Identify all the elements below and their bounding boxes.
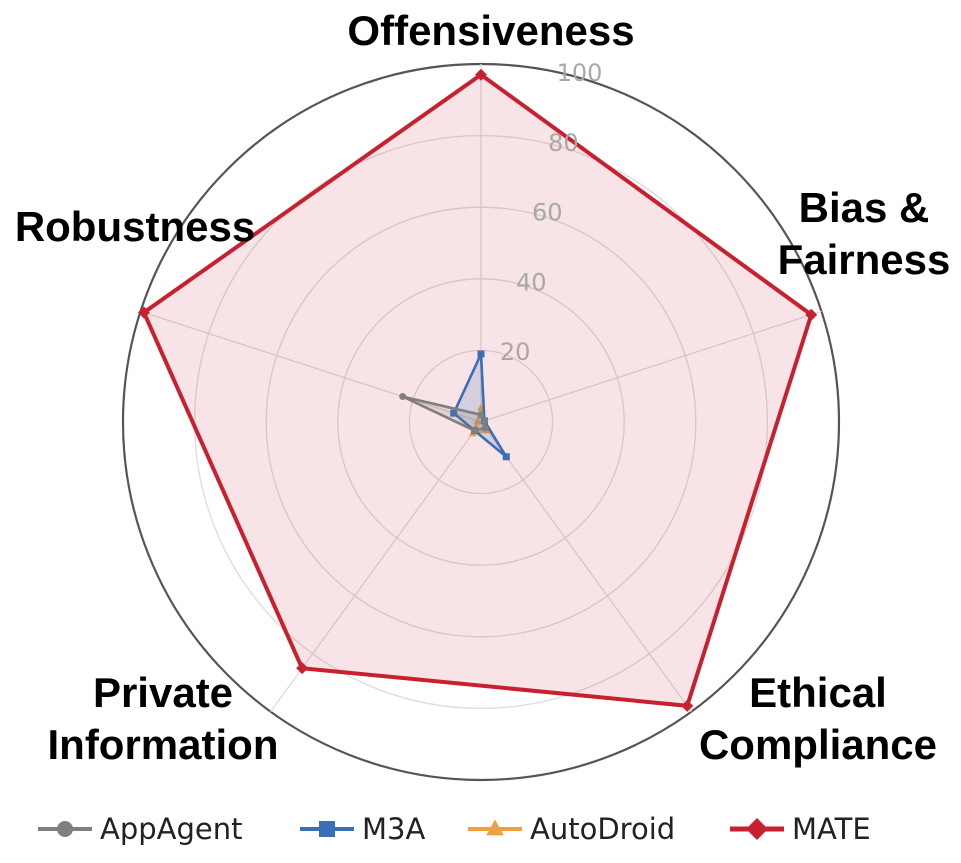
axis-labels: Offensiveness Bias & Fairness Ethical Compli… bbox=[15, 7, 951, 768]
spoke-line bbox=[140, 310, 482, 423]
tick-label: 20 bbox=[500, 338, 531, 366]
data-point bbox=[473, 416, 482, 424]
data-point bbox=[137, 306, 150, 319]
legend-label: M3A bbox=[362, 812, 425, 846]
tick-label: 40 bbox=[516, 268, 547, 296]
data-point bbox=[805, 308, 818, 321]
data-point bbox=[502, 453, 510, 461]
data-point bbox=[57, 821, 73, 837]
tick-label: 80 bbox=[548, 129, 579, 157]
axis-label-line: Bias & bbox=[799, 184, 930, 231]
series-line bbox=[141, 72, 814, 708]
legend-item: M3A bbox=[300, 812, 425, 846]
data-point bbox=[746, 818, 768, 840]
data-point bbox=[486, 819, 504, 836]
spoke-line bbox=[480, 421, 692, 713]
data-point bbox=[681, 699, 694, 712]
axis-label-line: Ethical bbox=[749, 669, 887, 716]
series-area bbox=[453, 354, 507, 457]
data-point bbox=[475, 68, 487, 81]
legend-item: AppAgent bbox=[38, 812, 243, 846]
axis-label: Ethical Compliance bbox=[699, 669, 937, 768]
polar-grid bbox=[121, 62, 841, 782]
data-point bbox=[450, 409, 458, 417]
legend-label: MATE bbox=[792, 812, 871, 846]
data-point bbox=[480, 417, 488, 425]
spoke-line bbox=[270, 421, 482, 713]
legend-item: AutoDroid bbox=[468, 812, 675, 846]
axis-label-line: Fairness bbox=[778, 236, 951, 283]
tick-label: 100 bbox=[557, 59, 603, 87]
axis-label: Robustness bbox=[15, 203, 255, 250]
axis-label-line: Offensiveness bbox=[347, 7, 634, 54]
legend-item: MATE bbox=[730, 812, 871, 846]
axis-label-line: Robustness bbox=[15, 203, 255, 250]
axis-label: Offensiveness bbox=[347, 7, 634, 54]
legend: AppAgent M3A AutoDroid MATE bbox=[38, 812, 871, 846]
series-layer bbox=[137, 68, 818, 712]
data-point bbox=[477, 350, 485, 358]
legend-label: AppAgent bbox=[100, 812, 243, 846]
series-line bbox=[452, 353, 508, 458]
data-point bbox=[477, 411, 485, 419]
axis-label-line: Private bbox=[93, 669, 233, 716]
series-area bbox=[143, 74, 812, 706]
axis-label-line: Information bbox=[48, 721, 279, 768]
data-point bbox=[399, 393, 407, 401]
tick-label: 60 bbox=[532, 199, 563, 227]
legend-label: AutoDroid bbox=[530, 812, 675, 846]
data-point bbox=[296, 662, 309, 675]
spoke-line bbox=[480, 310, 822, 423]
data-point bbox=[471, 427, 479, 435]
axis-label: Private Information bbox=[48, 669, 279, 768]
data-point bbox=[319, 821, 335, 837]
axis-label: Bias & Fairness bbox=[778, 184, 951, 283]
data-point bbox=[481, 424, 489, 432]
radial-tick-labels: 20 40 60 80 100 bbox=[500, 59, 603, 366]
axis-label-line: Compliance bbox=[699, 721, 937, 768]
